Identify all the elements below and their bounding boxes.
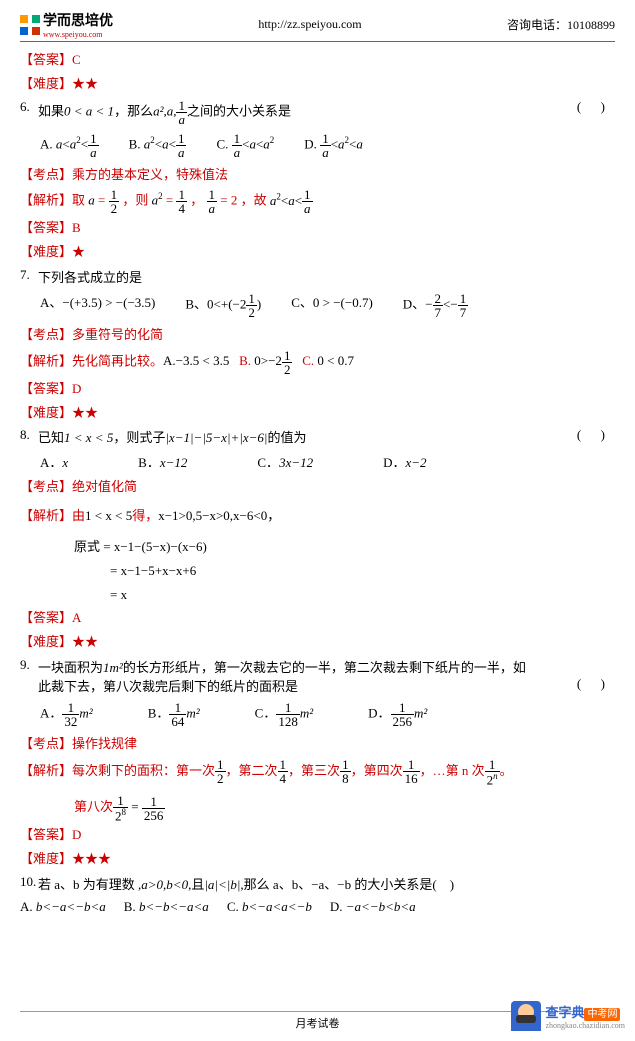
diff-pre: 【难度】★★ <box>20 74 615 95</box>
answer-6: 【答案】B <box>20 218 615 239</box>
analysis-8: 【解析】由1 < x < 5得，x−1>0,5−x>0,x−6<0， <box>20 506 615 527</box>
analysis-7: 【解析】先化简再比较。A.−3.5 < 3.5 B. 0>−212 C. 0 <… <box>20 349 615 376</box>
wm-text: 查字典 <box>545 1005 584 1020</box>
header-url: http://zz.speiyou.com <box>258 17 361 32</box>
topic-9: 【考点】操作找规律 <box>20 734 615 755</box>
logo-text: 学而思培优 <box>43 10 113 30</box>
diff-8: 【难度】★★ <box>20 632 615 653</box>
diff-9: 【难度】★★★ <box>20 849 615 870</box>
answer-7: 【答案】D <box>20 379 615 400</box>
logo: 学而思培优www.speiyou.com <box>20 10 113 39</box>
answer-9: 【答案】D <box>20 825 615 846</box>
topic-6: 【考点】乘方的基本定义，特殊值法 <box>20 165 615 186</box>
diff-6: 【难度】★ <box>20 242 615 263</box>
page: 学而思培优www.speiyou.com http://zz.speiyou.c… <box>0 0 635 1041</box>
header-phone: 咨询电话：10108899 <box>507 16 615 33</box>
analysis-9b: 第八次128 = 1256 <box>74 794 615 822</box>
analysis-6: 【解析】取 a = 12 ，则 a2 = 14 ， 1a = 2 ，故 a2<a… <box>20 188 615 215</box>
options-6: A. a<a2<1a B. a2<a<1a C. 1a<a<a2 D. 1a<a… <box>40 132 615 159</box>
wm-badge: 中考网 <box>584 1008 620 1021</box>
question-9: 9. 一块面积为1m²的长方形纸片，第一次裁去它的一半，第二次裁去剩下纸片的一半… <box>38 657 615 695</box>
topic-7: 【考点】多重符号的化简 <box>20 325 615 346</box>
question-8: 8. 已知1 < x < 5，则式子|x−1|−|5−x|+|x−6|的值为( … <box>38 427 615 446</box>
header: 学而思培优www.speiyou.com http://zz.speiyou.c… <box>20 10 615 42</box>
mascot-icon <box>511 1001 541 1031</box>
logo-sub: www.speiyou.com <box>43 30 113 39</box>
work-8-2: = x−1−5+x−x+6 <box>110 561 615 582</box>
options-9: A．132m² B．164m² C．1128m² D．1256m² <box>40 701 615 728</box>
question-10: 10. 若 a、b 为有理数 ,a>0,b<0,且|a|<|b|,那么 a、b、… <box>38 874 615 893</box>
analysis-9: 【解析】每次剩下的面积：第一次12，第二次14，第三次18，第四次116，…第 … <box>20 758 615 786</box>
diff-7: 【难度】★★ <box>20 403 615 424</box>
logo-icon <box>20 15 40 35</box>
work-8-1: 原式 = x−1−(5−x)−(x−6) <box>74 537 615 558</box>
answer-8: 【答案】A <box>20 608 615 629</box>
wm-sub: zhongkao.chazidian.com <box>545 1021 625 1030</box>
answer-pre: 【答案】C <box>20 50 615 71</box>
question-6: 6. 如果0 < a < 1，那么a²,a,1a之间的大小关系是( ) <box>38 99 615 126</box>
options-8: A．x B．x−12 C．3x−12 D．x−2 <box>40 452 615 471</box>
options-7: A、−(+3.5) > −(−3.5) B、0<+(−212) C、0 > −(… <box>40 292 615 319</box>
question-7: 7.下列各式成立的是 <box>38 267 615 286</box>
watermark: 查字典中考网 zhongkao.chazidian.com <box>511 1001 625 1031</box>
options-10: A. b<−a<−b<a B. b<−b<−a<a C. b<−a<a<−b D… <box>20 899 615 915</box>
work-8-3: = x <box>110 585 615 606</box>
topic-8: 【考点】绝对值化简 <box>20 477 615 498</box>
